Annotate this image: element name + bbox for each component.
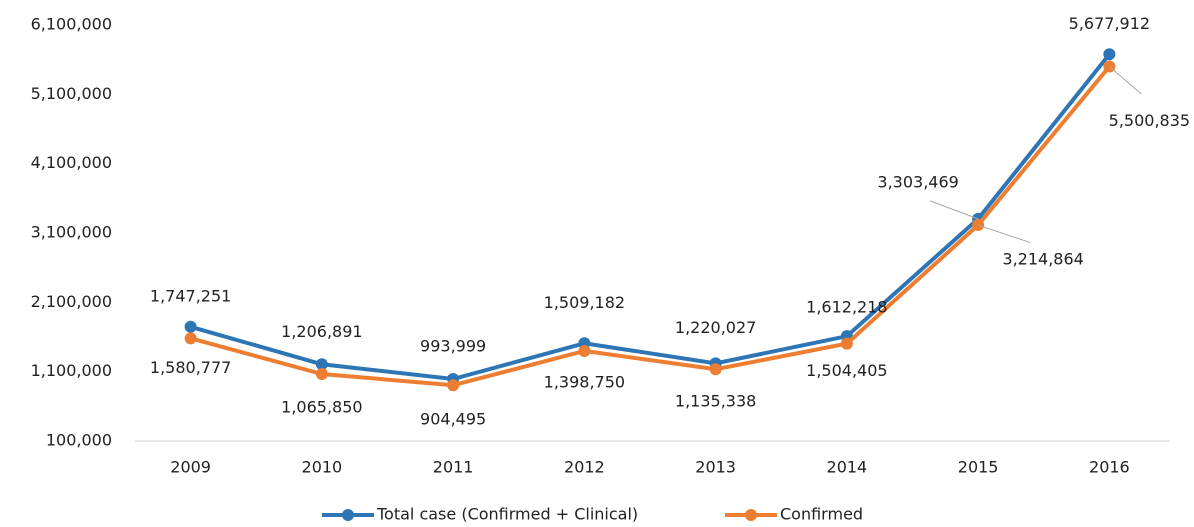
data-label: 5,500,835 [1109,111,1190,130]
point [709,363,722,376]
x-tick-label: 2014 [827,458,868,477]
data-label: 993,999 [420,337,486,356]
data-label: 1,135,338 [675,392,756,411]
y-tick-label: 6,100,000 [31,15,112,34]
y-tick-label: 2,100,000 [31,292,112,311]
leader-line [1109,66,1142,95]
point [1103,48,1116,61]
x-tick-label: 2013 [695,458,736,477]
x-tick-label: 2015 [958,458,999,477]
legend-marker [745,509,757,521]
point [184,320,197,333]
legend-marker [342,509,354,521]
series-line [190,65,1111,388]
y-tick-label: 4,100,000 [31,153,112,172]
data-label: 904,495 [420,410,486,429]
data-label: 1,504,405 [806,361,887,380]
data-label: 1,398,750 [544,372,625,391]
data-label: 1,747,251 [150,286,231,305]
data-label: 3,303,469 [877,172,958,191]
legend-label: Total case (Confirmed + Clinical) [376,505,638,524]
point [315,368,328,381]
data-label: 1,206,891 [281,322,362,341]
point [447,379,460,392]
leader-line [929,200,979,220]
y-tick-label: 5,100,000 [31,84,112,103]
data-label: 1,509,182 [544,293,625,312]
point [315,358,328,371]
x-tick-label: 2010 [302,458,343,477]
data-label: 1,065,850 [281,398,362,417]
x-tick-label: 2016 [1089,458,1130,477]
x-tick-label: 2012 [564,458,605,477]
data-label: 5,677,912 [1069,14,1150,33]
point [840,337,853,350]
y-tick-label: 100,000 [46,431,112,450]
y-tick-label: 3,100,000 [31,223,112,242]
data-label: 3,214,864 [1002,250,1083,269]
point [184,332,197,345]
data-label: 1,580,777 [150,358,231,377]
x-tick-label: 2011 [433,458,474,477]
x-tick-label: 2009 [170,458,211,477]
point [578,344,591,357]
leader-line [977,224,1031,244]
y-tick-label: 1,100,000 [31,361,112,380]
legend-label: Confirmed [780,505,863,524]
data-label: 1,220,027 [675,318,756,337]
data-label: 1,612,218 [806,298,887,317]
series-line [190,53,1111,382]
